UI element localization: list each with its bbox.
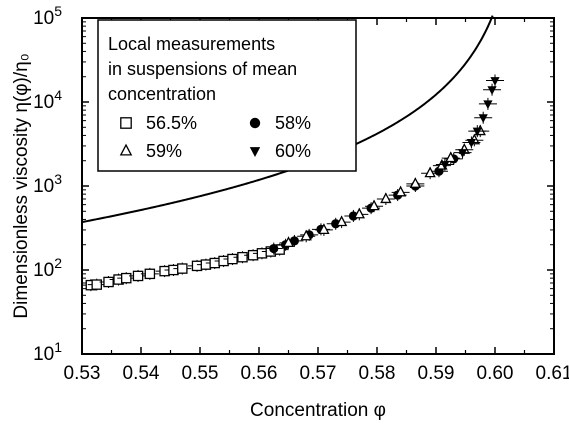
x-tick-label: 0.54 <box>123 363 160 384</box>
x-tick-label: 0.61 <box>536 363 569 384</box>
legend-title-line-3: concentration <box>108 84 216 104</box>
data-point <box>368 199 380 211</box>
y-tick-label: 101 <box>33 339 62 365</box>
data-point <box>132 270 144 282</box>
x-tick-label: 0.58 <box>359 363 396 384</box>
data-point <box>409 177 422 188</box>
legend-title-line-1: Local measurements <box>108 34 275 54</box>
legend-marker-59pct <box>119 143 133 156</box>
data-point <box>445 151 457 163</box>
data-point <box>191 260 203 272</box>
data-point <box>168 264 179 276</box>
x-tick-label: 0.57 <box>300 363 337 384</box>
data-point <box>487 86 497 96</box>
data-point <box>159 265 170 277</box>
data-point <box>335 215 348 227</box>
legend-marker-60pct <box>249 147 261 157</box>
legend: Local measurements in suspensions of mea… <box>97 19 357 172</box>
data-point <box>472 127 482 137</box>
x-tick-label: 0.60 <box>477 363 514 384</box>
data-point <box>121 272 132 284</box>
data-point <box>256 248 268 259</box>
series-60pct <box>435 74 504 171</box>
data-point <box>177 263 188 274</box>
data-point <box>440 161 450 170</box>
data-point <box>483 100 493 110</box>
data-point <box>282 236 295 248</box>
data-point <box>318 223 330 235</box>
x-tick-label: 0.59 <box>418 363 455 384</box>
data-point <box>218 255 229 267</box>
data-point <box>144 268 156 280</box>
data-point <box>353 207 365 219</box>
data-point <box>490 77 500 86</box>
x-axis-label: Concentration φ <box>250 400 386 421</box>
legend-box <box>97 19 357 172</box>
data-point <box>209 257 220 269</box>
legend-marker-56-5pct <box>120 117 132 129</box>
data-point <box>237 251 248 263</box>
data-point <box>247 249 259 261</box>
data-point <box>227 253 238 265</box>
data-point <box>457 149 468 158</box>
legend-title-line-2: in suspensions of mean <box>108 59 297 79</box>
legend-label-58pct: 58% <box>275 113 311 133</box>
legend-label-60pct: 60% <box>275 141 311 161</box>
data-point <box>394 185 407 197</box>
x-tick-label: 0.53 <box>64 363 101 384</box>
x-tick-label: 0.55 <box>182 363 219 384</box>
legend-label-56-5pct: 56.5% <box>146 113 197 133</box>
data-point <box>424 166 436 178</box>
legend-marker-58pct <box>249 117 261 129</box>
data-point <box>466 138 476 148</box>
data-point <box>380 192 392 204</box>
x-tick-label: 0.56 <box>241 363 278 384</box>
data-point <box>269 243 279 254</box>
data-point <box>103 276 114 288</box>
data-point <box>300 229 312 241</box>
data-point <box>478 114 488 124</box>
data-point <box>200 259 212 270</box>
y-axis-label: Dimensionless viscosity η(φ)/η₀ <box>11 53 32 318</box>
data-point <box>91 279 103 290</box>
legend-label-59pct: 59% <box>146 141 182 161</box>
